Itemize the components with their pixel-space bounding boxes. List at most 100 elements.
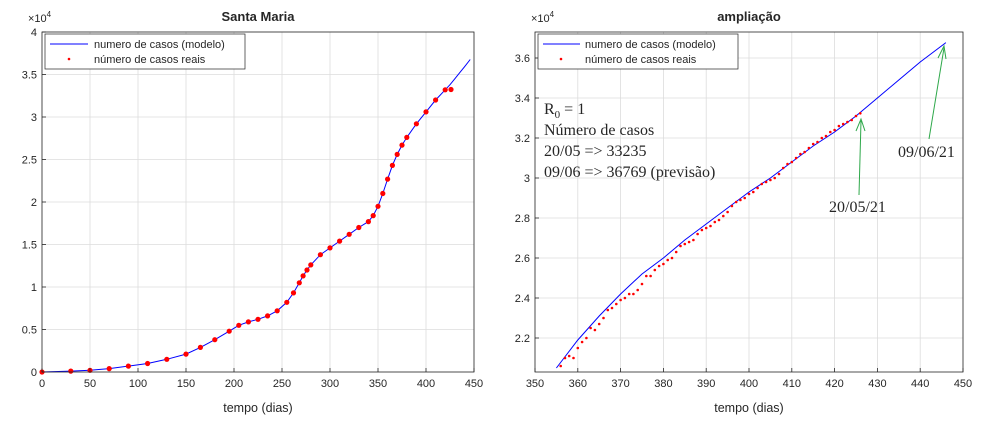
x-tick-label: 370 bbox=[611, 378, 629, 390]
x-tick-label: 350 bbox=[526, 378, 544, 390]
data-point-real bbox=[327, 245, 333, 251]
data-point-real bbox=[448, 86, 454, 93]
data-point-real bbox=[423, 109, 429, 115]
y-tick-label: 3.5 bbox=[22, 70, 37, 82]
data-point-real bbox=[442, 87, 448, 93]
legend: numero de casos (modelo) número de casos… bbox=[537, 33, 739, 70]
data-point-real bbox=[653, 268, 657, 272]
data-point-real bbox=[183, 351, 189, 357]
legend-real-marker bbox=[559, 57, 563, 61]
y-tick-label: 0 bbox=[31, 367, 37, 379]
y-tick-label: 1 bbox=[31, 282, 37, 294]
annotation-real-value: 20/05 => 33235 bbox=[544, 143, 647, 160]
data-point-real bbox=[764, 180, 768, 184]
data-point-real bbox=[829, 130, 832, 134]
x-tick-label: 150 bbox=[177, 378, 195, 390]
data-point-real bbox=[308, 262, 314, 268]
y-tick-label: 3.6 bbox=[515, 53, 530, 65]
data-point-real bbox=[777, 172, 781, 176]
data-point-real bbox=[752, 190, 755, 194]
y-tick-label: 4 bbox=[31, 27, 37, 39]
data-point-real bbox=[850, 118, 853, 122]
chart-santa-maria: 0 50 100 150 200 250 300 350 400 450 0 0.5 1 1.5 2 2.5 3… bbox=[22, 9, 483, 415]
chart-title: Santa Maria bbox=[222, 9, 296, 24]
data-point-real bbox=[164, 356, 170, 362]
data-point-real bbox=[837, 124, 841, 128]
x-tick-label: 250 bbox=[273, 378, 291, 390]
y-tick-label: 2.6 bbox=[515, 253, 530, 265]
data-point-real bbox=[572, 356, 575, 360]
data-point-real bbox=[125, 363, 131, 369]
data-point-real bbox=[274, 308, 280, 314]
data-point-real bbox=[670, 256, 674, 260]
x-tick-label: 400 bbox=[740, 378, 758, 390]
annotation-date-real: 20/05/21 bbox=[829, 199, 886, 216]
data-point-real bbox=[404, 134, 410, 140]
data-point-real bbox=[657, 264, 661, 268]
x-tick-label: 0 bbox=[39, 378, 45, 390]
chart-title: ampliação bbox=[717, 9, 781, 24]
legend-real-label: número de casos reais bbox=[585, 54, 697, 66]
data-point-real bbox=[337, 238, 343, 244]
data-point-real bbox=[226, 328, 232, 334]
data-point-real bbox=[649, 274, 652, 278]
y-tick-label: 3 bbox=[31, 112, 37, 124]
data-point-real bbox=[627, 292, 631, 296]
arrow-forecast-shaft bbox=[928, 47, 945, 140]
data-point-real bbox=[687, 240, 691, 244]
data-point-real bbox=[811, 142, 815, 146]
data-point-real bbox=[734, 200, 738, 204]
data-point-real bbox=[820, 136, 824, 140]
series-model-line bbox=[556, 42, 947, 369]
x-tick-label: 450 bbox=[465, 378, 483, 390]
data-point-real bbox=[602, 316, 605, 320]
data-point-real bbox=[356, 224, 362, 231]
data-point-real bbox=[236, 322, 242, 328]
data-point-real bbox=[816, 140, 819, 144]
x-axis-label: tempo (dias) bbox=[223, 401, 292, 415]
x-tick-label: 100 bbox=[129, 378, 147, 390]
annotation-cases-label: Número de casos bbox=[544, 122, 654, 139]
y-tick-label: 2.8 bbox=[515, 213, 530, 225]
x-tick-label: 430 bbox=[868, 378, 886, 390]
data-point-real bbox=[854, 114, 858, 118]
data-point-real bbox=[790, 160, 794, 164]
legend-box bbox=[537, 33, 739, 70]
x-axis-label: tempo (dias) bbox=[714, 401, 783, 415]
data-point-real bbox=[700, 228, 704, 232]
arrow-real-shaft bbox=[858, 120, 862, 196]
data-point-real bbox=[807, 146, 811, 150]
data-point-real bbox=[799, 152, 802, 156]
annotation-r0: R0 = 1 bbox=[544, 101, 585, 121]
data-point-real bbox=[713, 220, 717, 224]
data-point-real bbox=[623, 296, 627, 300]
data-point-real bbox=[704, 226, 708, 230]
x-tick-label: 200 bbox=[225, 378, 243, 390]
data-point-real bbox=[645, 274, 648, 278]
data-point-real bbox=[370, 213, 376, 219]
data-point-real bbox=[567, 354, 571, 358]
data-point-real bbox=[636, 288, 639, 292]
data-point-real bbox=[300, 273, 306, 279]
data-point-real bbox=[284, 299, 290, 305]
data-point-real bbox=[589, 326, 592, 330]
y-tick-label: 3 bbox=[524, 173, 530, 185]
x-tick-label: 410 bbox=[783, 378, 801, 390]
data-point-real bbox=[580, 340, 584, 344]
data-point-real bbox=[394, 151, 400, 157]
data-point-real bbox=[106, 366, 112, 372]
data-point-real bbox=[365, 219, 371, 225]
data-point-real bbox=[803, 150, 806, 154]
data-point-real bbox=[296, 280, 302, 286]
y-tick-label: 2 bbox=[31, 197, 37, 209]
data-point-real bbox=[615, 302, 618, 306]
data-point-real bbox=[662, 262, 665, 266]
annotations: R0 = 1 Número de casos 20/05 => 33235 09… bbox=[544, 44, 955, 216]
data-point-real bbox=[290, 290, 297, 296]
y-axis-exponent: ×104 bbox=[28, 10, 52, 25]
data-point-real bbox=[399, 142, 405, 148]
y-tick-label: 1.5 bbox=[22, 240, 37, 252]
legend-real-label: número de casos reais bbox=[94, 54, 206, 66]
legend-box bbox=[44, 33, 246, 70]
y-tick-label: 2.4 bbox=[515, 293, 530, 305]
